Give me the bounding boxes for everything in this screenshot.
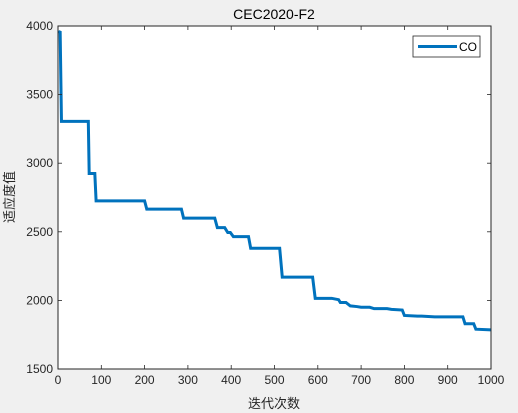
x-tick-label: 200 xyxy=(135,373,155,387)
y-tick-label: 2500 xyxy=(26,225,53,239)
y-tick-label: 3500 xyxy=(26,88,53,102)
x-tick-label: 600 xyxy=(308,373,328,387)
x-tick-label: 900 xyxy=(438,373,458,387)
series-layer xyxy=(57,30,492,332)
x-tick-label: 100 xyxy=(91,373,111,387)
x-tick-label: 800 xyxy=(394,373,414,387)
y-ticks: 1500 2000 2500 3000 3500 4000 xyxy=(26,19,491,376)
x-axis-title: 迭代次数 xyxy=(248,396,300,412)
x-tick-label: 300 xyxy=(178,373,198,387)
y-tick-label: 4000 xyxy=(26,19,53,33)
y-tick-label: 1500 xyxy=(26,362,53,376)
x-tick-label: 700 xyxy=(351,373,371,387)
legend: CO xyxy=(412,35,481,58)
x-tick-label: 500 xyxy=(264,373,284,387)
x-tick-label: 0 xyxy=(55,373,62,387)
y-tick-label: 2000 xyxy=(26,293,53,307)
legend-label-co: CO xyxy=(459,40,477,54)
x-tick-label: 1000 xyxy=(478,373,505,387)
chart-title: CEC2020-F2 xyxy=(233,6,315,22)
y-tick-label: 3000 xyxy=(26,156,53,170)
series-line-co xyxy=(57,30,492,332)
x-tick-label: 400 xyxy=(221,373,241,387)
y-axis-title: 适应度值 xyxy=(2,171,18,223)
plot-area xyxy=(58,26,491,369)
x-ticks: 0 100 200 300 400 500 600 700 800 900 1000 xyxy=(55,26,505,387)
